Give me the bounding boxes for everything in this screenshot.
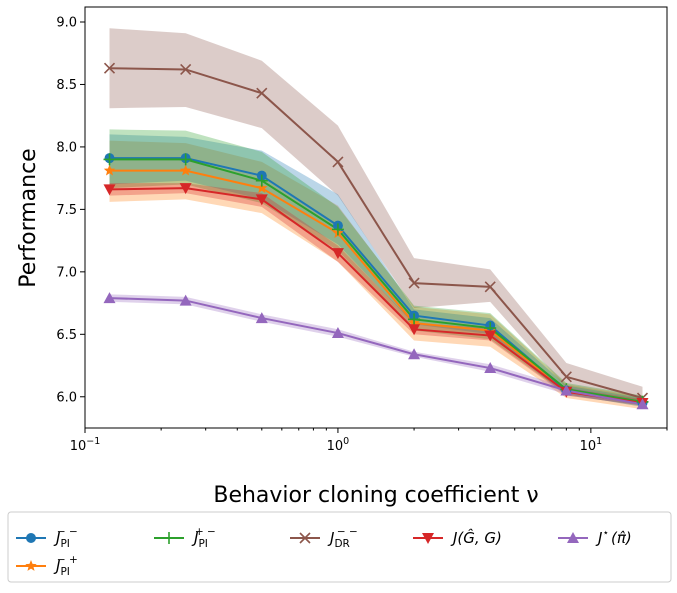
legend-frame (7, 511, 672, 583)
point-s5 (179, 294, 192, 306)
point-s4 (331, 248, 344, 260)
legend-item-s2: JPI+ − (154, 526, 216, 550)
point-s3 (103, 62, 116, 74)
legend-item-s1: JPI− + (16, 554, 78, 578)
y-tick-label: 6.5 (56, 328, 77, 343)
point-s3 (560, 371, 572, 383)
legend-label: JPI− + (53, 554, 78, 578)
point-s4 (179, 183, 192, 195)
point-s1 (103, 164, 116, 176)
point-s2 (179, 153, 192, 166)
legend-item-s5: J⋆ (π̂) (558, 527, 632, 547)
point-s4 (255, 194, 268, 206)
y-tick-label: 9.0 (56, 15, 77, 30)
band-s2 (109, 129, 643, 407)
point-s4 (484, 330, 497, 342)
x-axis-label: Behavior cloning coefficient ν (213, 483, 538, 508)
point-s1 (179, 164, 192, 176)
band-s3 (109, 28, 643, 406)
y-axis: 6.0 6.5 7.0 7.5 8.0 8.5 9.0 (56, 15, 85, 405)
point-s5 (255, 312, 268, 324)
point-s2 (408, 313, 421, 326)
legend-label: J⋆ (π̂) (595, 527, 632, 547)
plot-frame (84, 6, 668, 429)
point-s1 (256, 182, 268, 193)
point-s5 (636, 398, 649, 410)
line-s5 (109, 297, 643, 406)
legend-marker (422, 533, 434, 544)
y-tick-label: 7.0 (56, 265, 77, 280)
legend-marker (163, 532, 175, 544)
point-s2 (331, 223, 344, 236)
point-s5 (331, 327, 344, 339)
series-markers (103, 62, 649, 410)
legend-label: JDR− − (327, 526, 358, 550)
y-tick-label: 6.0 (56, 390, 77, 405)
point-s5 (560, 384, 573, 396)
x-tick-label: 100 (327, 436, 350, 454)
legend-item-s3: JDR− − (290, 526, 358, 550)
point-s4 (103, 184, 116, 196)
point-s3 (332, 156, 344, 168)
legend: JPI− − JPI+ − JDR− − J(Ĝ, G) J⋆ (π̂) JPI− + (16, 526, 632, 578)
legend-label: JPI+ − (191, 526, 216, 550)
point-s5 (408, 348, 421, 360)
line-s4 (109, 187, 643, 404)
legend-marker (299, 532, 311, 544)
line-s3 (109, 67, 643, 399)
point-s3 (484, 281, 496, 293)
x-axis: 10−1 100 101 (70, 428, 668, 454)
series-lines (109, 67, 643, 406)
point-s2 (255, 174, 268, 187)
point-s3 (180, 63, 192, 76)
legend-marker (567, 532, 579, 543)
legend-label: JPI− − (53, 526, 78, 550)
point-s3 (256, 87, 268, 99)
y-axis-label: Performance (16, 148, 41, 287)
point-s4 (408, 324, 421, 336)
x-tick-label: 101 (580, 436, 603, 454)
y-tick-label: 7.5 (56, 203, 77, 218)
point-s5 (103, 292, 116, 304)
legend-item-s0: JPI− − (16, 526, 78, 550)
line-s2 (109, 158, 643, 403)
legend-marker (26, 533, 36, 543)
legend-label: J(Ĝ, G) (450, 528, 502, 547)
point-s5 (484, 362, 497, 374)
legend-marker (25, 560, 37, 571)
x-tick-label: 10−1 (70, 436, 101, 454)
y-tick-label: 8.0 (56, 140, 77, 155)
y-tick-label: 8.5 (56, 78, 77, 93)
point-s3 (408, 277, 420, 289)
legend-item-s4: J(Ĝ, G) (413, 528, 502, 547)
confidence-bands (109, 28, 643, 410)
point-s2 (103, 153, 116, 166)
